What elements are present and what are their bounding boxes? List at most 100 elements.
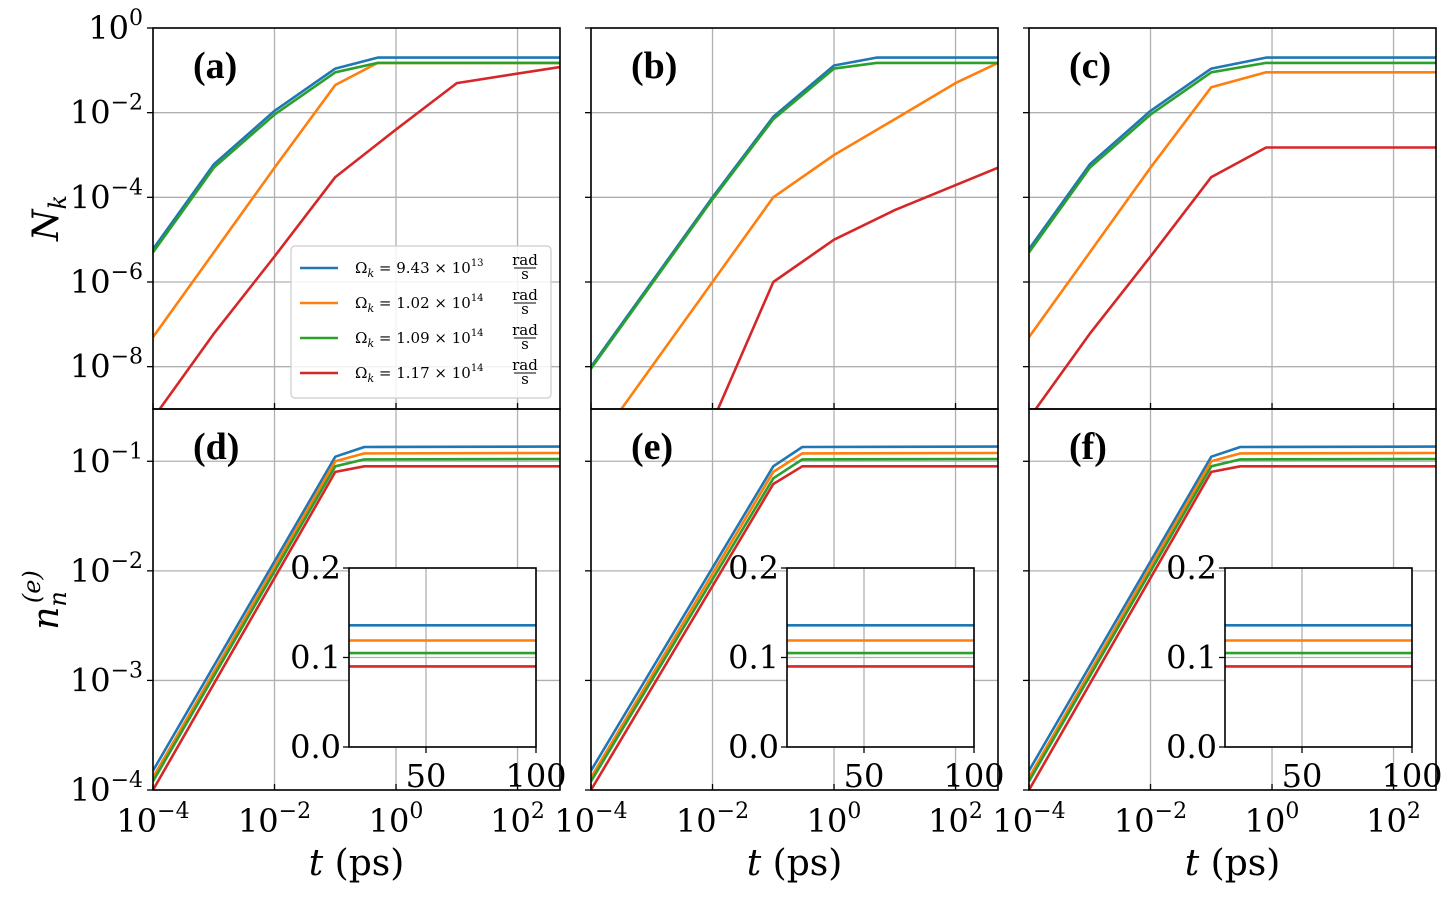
x-tick-label-f-0: 10−4: [992, 799, 1065, 840]
y-axis-label-top: Nk: [26, 195, 72, 242]
series-line-f-2: [1029, 457, 1436, 782]
series-line-b-3: [716, 166, 998, 409]
inset-frame-d: [348, 567, 537, 748]
panel-label-d: (d): [193, 426, 239, 468]
series-line-a-2: [153, 61, 560, 254]
panel-c: (c): [1023, 27, 1437, 410]
x-tick-label-f-1: 10−2: [1114, 799, 1187, 840]
legend-unit-num-2: rad: [512, 321, 538, 339]
y-tick-label-a-1: 10−2: [70, 91, 143, 132]
series-line-f-1: [1029, 451, 1436, 779]
inset-y-tick-label-e-1: 0.1: [728, 639, 779, 677]
legend-unit-den-1: s: [521, 300, 529, 318]
inset-frame-f: [1224, 567, 1413, 748]
series-line-b-2: [591, 61, 998, 370]
legend-label-1: Ωk = 1.02 × 1014: [355, 293, 484, 315]
inset-x-tick-label-d-1: 100: [505, 757, 566, 795]
panel-b: (b): [585, 27, 999, 410]
inset-y-tick-label-d-2: 0.2: [290, 549, 341, 587]
inset-x-tick-label-f-0: 50: [1282, 757, 1323, 795]
panel-e: (e) 10−4 10−2 100 102 t (ps) 50 100 0.0 0.1 0.2: [554, 408, 1005, 884]
legend-label-2: Ωk = 1.09 × 1014: [355, 328, 484, 350]
series-line-d-3: [153, 464, 560, 790]
inset-y-tick-label-f-1: 0.1: [1166, 639, 1217, 677]
inset-f: 50 100 0.0 0.1 0.2: [1166, 549, 1442, 795]
legend-unit-num-3: rad: [512, 356, 538, 374]
legend-unit-den-2: s: [521, 335, 529, 353]
legend-box: [290, 245, 552, 399]
series-line-b-0: [591, 56, 998, 368]
series-line-d-1: [153, 451, 560, 779]
x-axis-label-d: t (ps): [309, 843, 405, 884]
x-tick-label-f-3: 102: [1366, 799, 1421, 840]
y-tick-label-d-1: 10−2: [70, 549, 143, 590]
series-line-c-3: [1034, 146, 1436, 409]
frame-f: [1028, 408, 1437, 791]
x-tick-label-d-3: 102: [490, 799, 545, 840]
series-line-d-2: [153, 457, 560, 782]
series-line-d-0: [153, 445, 560, 772]
panel-label-b: (b): [631, 45, 677, 87]
frame-d: [152, 408, 561, 791]
legend-label-3: Ωk = 1.17 × 1014: [355, 363, 484, 385]
x-axis-label-f: t (ps): [1185, 843, 1281, 884]
y-tick-label-a-2: 10−4: [70, 175, 143, 216]
inset-y-tick-label-e-0: 0.0: [728, 728, 779, 766]
panel-label-c: (c): [1069, 45, 1111, 87]
x-tick-label-e-1: 10−2: [676, 799, 749, 840]
x-tick-label-e-0: 10−4: [554, 799, 627, 840]
panel-label-f: (f): [1069, 426, 1107, 468]
inset-d: 50 100 0.0 0.1 0.2: [290, 549, 566, 795]
inset-e: 50 100 0.0 0.1 0.2: [728, 549, 1004, 795]
series-line-e-0: [591, 445, 998, 772]
series-line-e-3: [591, 464, 998, 790]
panel-d: (d) 10−4 10−2 100 102 t (ps) 10−1 10−2 10−3 10−4 5…: [70, 408, 567, 884]
inset-y-tick-label-e-2: 0.2: [728, 549, 779, 587]
y-tick-label-a-4: 10−8: [70, 345, 143, 386]
series-line-f-3: [1029, 464, 1436, 790]
legend-unit-den-0: s: [521, 265, 529, 283]
inset-frame-e: [786, 567, 975, 748]
y-tick-label-a-3: 10−6: [70, 260, 143, 301]
inset-y-tick-label-f-0: 0.0: [1166, 728, 1217, 766]
inset-y-tick-label-d-0: 0.0: [290, 728, 341, 766]
legend-label-0: Ωk = 9.43 × 1013: [355, 258, 484, 280]
x-tick-label-d-2: 100: [369, 799, 424, 840]
legend-unit-num-1: rad: [512, 286, 538, 304]
inset-x-tick-label-d-0: 50: [406, 757, 447, 795]
series-line-a-3: [158, 65, 560, 409]
y-tick-label-d-2: 10−3: [70, 658, 143, 699]
series-line-b-1: [619, 61, 998, 409]
y-tick-label-d-3: 10−4: [70, 768, 143, 809]
legend-unit-den-3: s: [521, 370, 529, 388]
x-tick-label-e-2: 100: [807, 799, 862, 840]
x-axis-label-e: t (ps): [747, 843, 843, 884]
panel-label-a: (a): [193, 45, 237, 87]
y-axis-label-bottom: nn(e): [18, 570, 72, 630]
inset-y-tick-label-f-2: 0.2: [1166, 549, 1217, 587]
panel-f: (f) 10−4 10−2 100 102 t (ps) 50 100 0.0 0.1 0.2: [992, 408, 1443, 884]
x-tick-label-e-3: 102: [928, 799, 983, 840]
inset-x-tick-label-f-1: 100: [1381, 757, 1442, 795]
x-tick-label-d-1: 10−2: [238, 799, 311, 840]
inset-x-tick-label-e-1: 100: [943, 757, 1004, 795]
series-line-c-2: [1029, 61, 1436, 254]
y-tick-label-a-0: 100: [88, 6, 143, 47]
series-line-e-2: [591, 457, 998, 782]
inset-x-tick-label-e-0: 50: [844, 757, 885, 795]
x-tick-label-f-2: 100: [1245, 799, 1300, 840]
series-line-c-1: [1029, 71, 1436, 338]
frame-e: [590, 408, 999, 791]
panel-a: (a) 100 10−2 10−4 10−6 10−8: [70, 6, 561, 410]
inset-y-tick-label-d-1: 0.1: [290, 639, 341, 677]
series-line-a-0: [153, 56, 560, 250]
y-tick-label-d-0: 10−1: [70, 439, 143, 480]
x-tick-label-d-0: 10−4: [116, 799, 189, 840]
series-line-c-0: [1029, 56, 1436, 250]
series-line-e-1: [591, 451, 998, 779]
legend-unit-num-0: rad: [512, 251, 538, 269]
series-line-f-0: [1029, 445, 1436, 772]
panel-label-e: (e): [631, 426, 673, 468]
